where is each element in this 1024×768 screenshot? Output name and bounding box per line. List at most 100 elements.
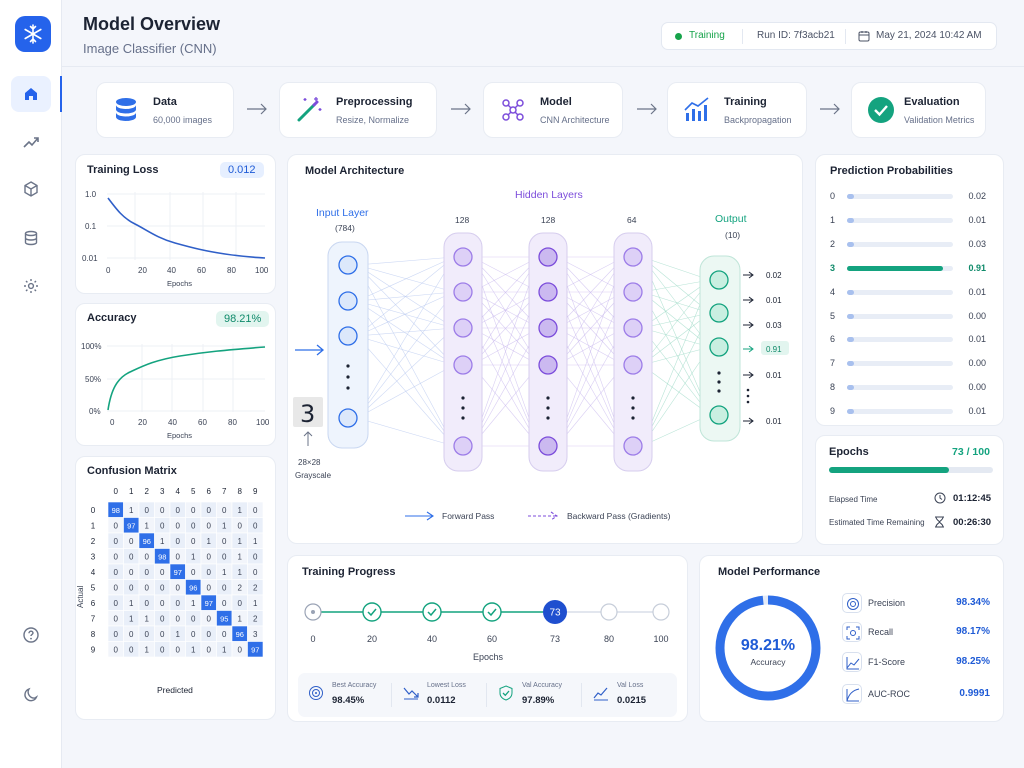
matrix-value: 1 — [238, 614, 243, 623]
timeline-current-value: 73 — [549, 608, 561, 619]
class-label: 6 — [830, 334, 836, 345]
network-edge — [356, 364, 455, 419]
matrix-value: 0 — [145, 568, 150, 577]
probability-row: 5 0.00 — [830, 310, 990, 324]
metric-label: Precision — [868, 598, 906, 608]
sidebar-item-home[interactable] — [11, 76, 62, 112]
stat-value: 97.89% — [522, 695, 555, 706]
pipeline-stage-data[interactable]: Data 60,000 images — [96, 82, 234, 138]
output-arrow — [743, 296, 754, 304]
x-axis-label: Predicted — [157, 685, 193, 695]
matrix-value: 0 — [191, 506, 196, 515]
network-edge — [641, 279, 711, 366]
matrix-value: 0 — [222, 506, 227, 515]
network-edge — [556, 256, 625, 293]
output-highlight — [761, 341, 789, 355]
probability-fill — [847, 337, 854, 343]
run-id: Run ID: 7f3acb21 — [757, 30, 835, 41]
timeline-step-pending — [652, 603, 670, 621]
app-logo[interactable] — [15, 16, 51, 52]
matrix-value: 2 — [253, 583, 258, 592]
network-edge — [556, 291, 625, 329]
matrix-value: 0 — [145, 630, 150, 639]
card-title: Epochs — [829, 446, 869, 458]
metric-label: F1-Score — [868, 657, 906, 667]
scan-icon — [842, 622, 862, 642]
stat-value: 98.45% — [332, 695, 365, 706]
network-edge — [556, 364, 625, 447]
matrix-value: 0 — [160, 583, 165, 592]
x-tick: 0 — [106, 266, 111, 275]
layer-container — [613, 232, 653, 472]
row-label: 6 — [91, 599, 96, 608]
legend-backward: Backward Pass (Gradients) — [567, 511, 671, 521]
input-layer-count: (784) — [335, 223, 355, 233]
matrix-value: 0 — [207, 645, 212, 654]
probability-row: 1 0.01 — [830, 214, 990, 228]
matrix-value: 97 — [127, 521, 135, 530]
matrix-value: 1 — [129, 614, 134, 623]
class-label: 9 — [830, 406, 836, 417]
theme-toggle[interactable] — [11, 677, 51, 713]
matrix-value: 1 — [222, 645, 227, 654]
timeline-step-done — [362, 602, 382, 622]
matrix-value: 1 — [191, 552, 196, 561]
matrix-value: 0 — [129, 630, 134, 639]
sidebar-item-models[interactable] — [11, 171, 51, 207]
network-edge — [471, 364, 540, 447]
output-arrow — [743, 321, 754, 329]
network-edge — [641, 279, 711, 293]
network-edge — [471, 256, 540, 329]
network-edge — [556, 256, 625, 366]
probability-fill — [847, 289, 854, 295]
stage-title: Training — [724, 96, 767, 108]
sidebar-item-datasets[interactable] — [11, 220, 51, 256]
matrix-value: 0 — [129, 537, 134, 546]
matrix-value: 96 — [189, 583, 197, 592]
matrix-value: 96 — [143, 537, 151, 546]
metric-row: Recall 98.17% — [842, 621, 992, 643]
probability-row: 2 0.03 — [830, 238, 990, 252]
cube-icon — [24, 181, 38, 197]
stage-subtitle: Validation Metrics — [904, 115, 975, 125]
remaining-time: 00:26:30 — [953, 517, 992, 528]
neuron — [453, 247, 473, 267]
output-probability: 0.03 — [766, 321, 782, 330]
matrix-value: 0 — [207, 630, 212, 639]
matrix-value: 95 — [220, 614, 228, 623]
network-edge — [471, 327, 540, 366]
pipeline-stage-evaluation[interactable]: Evaluation Validation Metrics — [851, 82, 986, 138]
pipeline-stage-preprocessing[interactable]: Preprocessing Resize, Normalize — [279, 82, 437, 138]
matrix-value: 0 — [114, 599, 119, 608]
layer-container — [528, 232, 568, 472]
probability-value: 0.00 — [968, 358, 986, 369]
neuron — [709, 405, 729, 425]
metric-row: Precision 98.34% — [842, 592, 992, 614]
network-edge — [356, 335, 455, 366]
probability-track — [847, 289, 953, 295]
matrix-value: 0 — [222, 630, 227, 639]
help-button[interactable] — [11, 617, 51, 653]
probability-row: 9 0.01 — [830, 405, 990, 419]
neuron — [709, 337, 729, 357]
probability-fill — [847, 361, 854, 367]
run-status-bar: Training Run ID: 7f3acb21 May 21, 2024 1… — [661, 22, 997, 50]
network-edge — [471, 291, 540, 366]
matrix-value: 0 — [191, 521, 196, 530]
row-label: 0 — [91, 506, 96, 515]
elapsed-time: 01:12:45 — [953, 493, 992, 504]
pipeline-stage-training[interactable]: Training Backpropagation — [667, 82, 807, 138]
neuron — [338, 408, 358, 428]
sidebar-item-trends[interactable] — [11, 124, 51, 160]
elapsed-label: Elapsed Time — [829, 495, 878, 504]
column-label: 9 — [253, 487, 258, 496]
neuron — [338, 326, 358, 346]
matrix-value: 0 — [222, 599, 227, 608]
row-label: 4 — [91, 568, 96, 577]
neuron — [709, 270, 729, 290]
sidebar-item-settings[interactable] — [11, 268, 51, 304]
stage-title: Preprocessing — [336, 96, 413, 108]
output-layer-title: Output — [715, 213, 747, 225]
pipeline-stage-model[interactable]: Model CNN Architecture — [483, 82, 623, 138]
matrix-value: 0 — [129, 583, 134, 592]
